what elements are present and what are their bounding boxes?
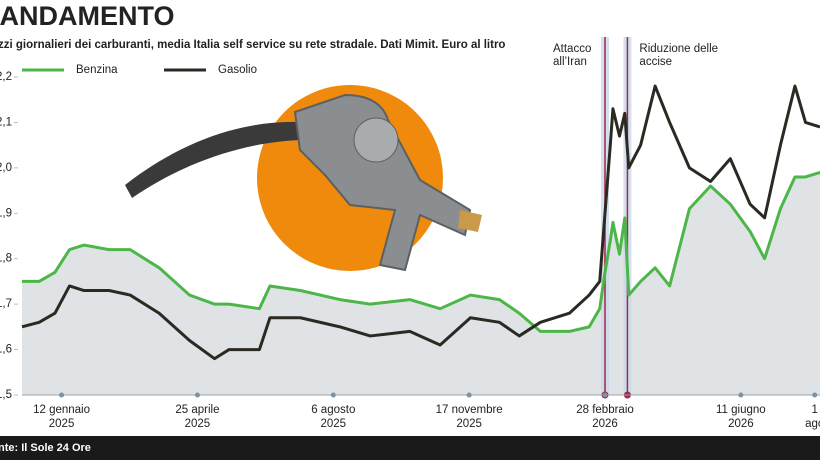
chart-subtitle: zzi giornalieri dei carburanti, media It… (0, 39, 505, 51)
nozzle (293, 93, 472, 272)
x-tick-label: 25 aprile (175, 404, 219, 416)
x-tick-year: 2025 (320, 418, 346, 430)
x-tick-label: 1 (812, 404, 818, 416)
x-tick-label: 12 gennaio (33, 404, 90, 416)
annotation: Riduzione delle (639, 43, 718, 55)
source: nte: Il Sole 24 Ore (0, 442, 91, 454)
x-tick-year: 2025 (456, 418, 482, 430)
x-tick-year: 2026 (728, 418, 754, 430)
line-1 (21, 84, 820, 361)
x-tick (330, 392, 336, 398)
chart-title: ’ANDAMENTO (0, 1, 175, 31)
annotation: accise (639, 56, 672, 68)
y-tick-label: 2,2 (0, 71, 12, 83)
legend-label: Gasolio (218, 64, 257, 76)
area (22, 172, 820, 395)
y-tick-label: 1,9 (0, 207, 12, 219)
x-tick (738, 392, 744, 398)
line-0 (22, 170, 820, 333)
x-tick-year: 2026 (592, 418, 618, 430)
nozzle-joint (353, 117, 399, 163)
y-tick-label: 2,0 (0, 162, 12, 174)
x-tick-year: 2025 (185, 418, 211, 430)
x-tick (466, 392, 472, 398)
x-tick-label: 11 giugno (716, 404, 766, 416)
x-tick (59, 392, 65, 398)
hose (125, 121, 302, 198)
x-tick-label: 17 novembre (436, 404, 503, 416)
x-tick-year: ago (805, 418, 820, 430)
x-tick (194, 392, 200, 398)
x-tick-label: 28 febbraio (576, 404, 634, 416)
annotation: Attacco (553, 43, 591, 55)
y-tick-label: 1,8 (0, 253, 12, 265)
annotation: all’Iran (553, 56, 587, 68)
nozzle-tip (458, 210, 482, 232)
legend-label: Benzina (76, 64, 118, 76)
y-tick-label: 1,5 (0, 389, 12, 401)
x-tick-year: 2025 (49, 418, 75, 430)
fuel-pump-illustration (125, 85, 482, 272)
x-tick (812, 392, 818, 398)
y-tick-label: 2,1 (0, 116, 12, 128)
y-tick-label: 1,7 (0, 298, 12, 310)
x-tick-label: 6 agosto (311, 404, 355, 416)
source-bar (0, 436, 820, 460)
y-tick-label: 1,6 (0, 344, 12, 356)
x-tick (602, 392, 608, 398)
